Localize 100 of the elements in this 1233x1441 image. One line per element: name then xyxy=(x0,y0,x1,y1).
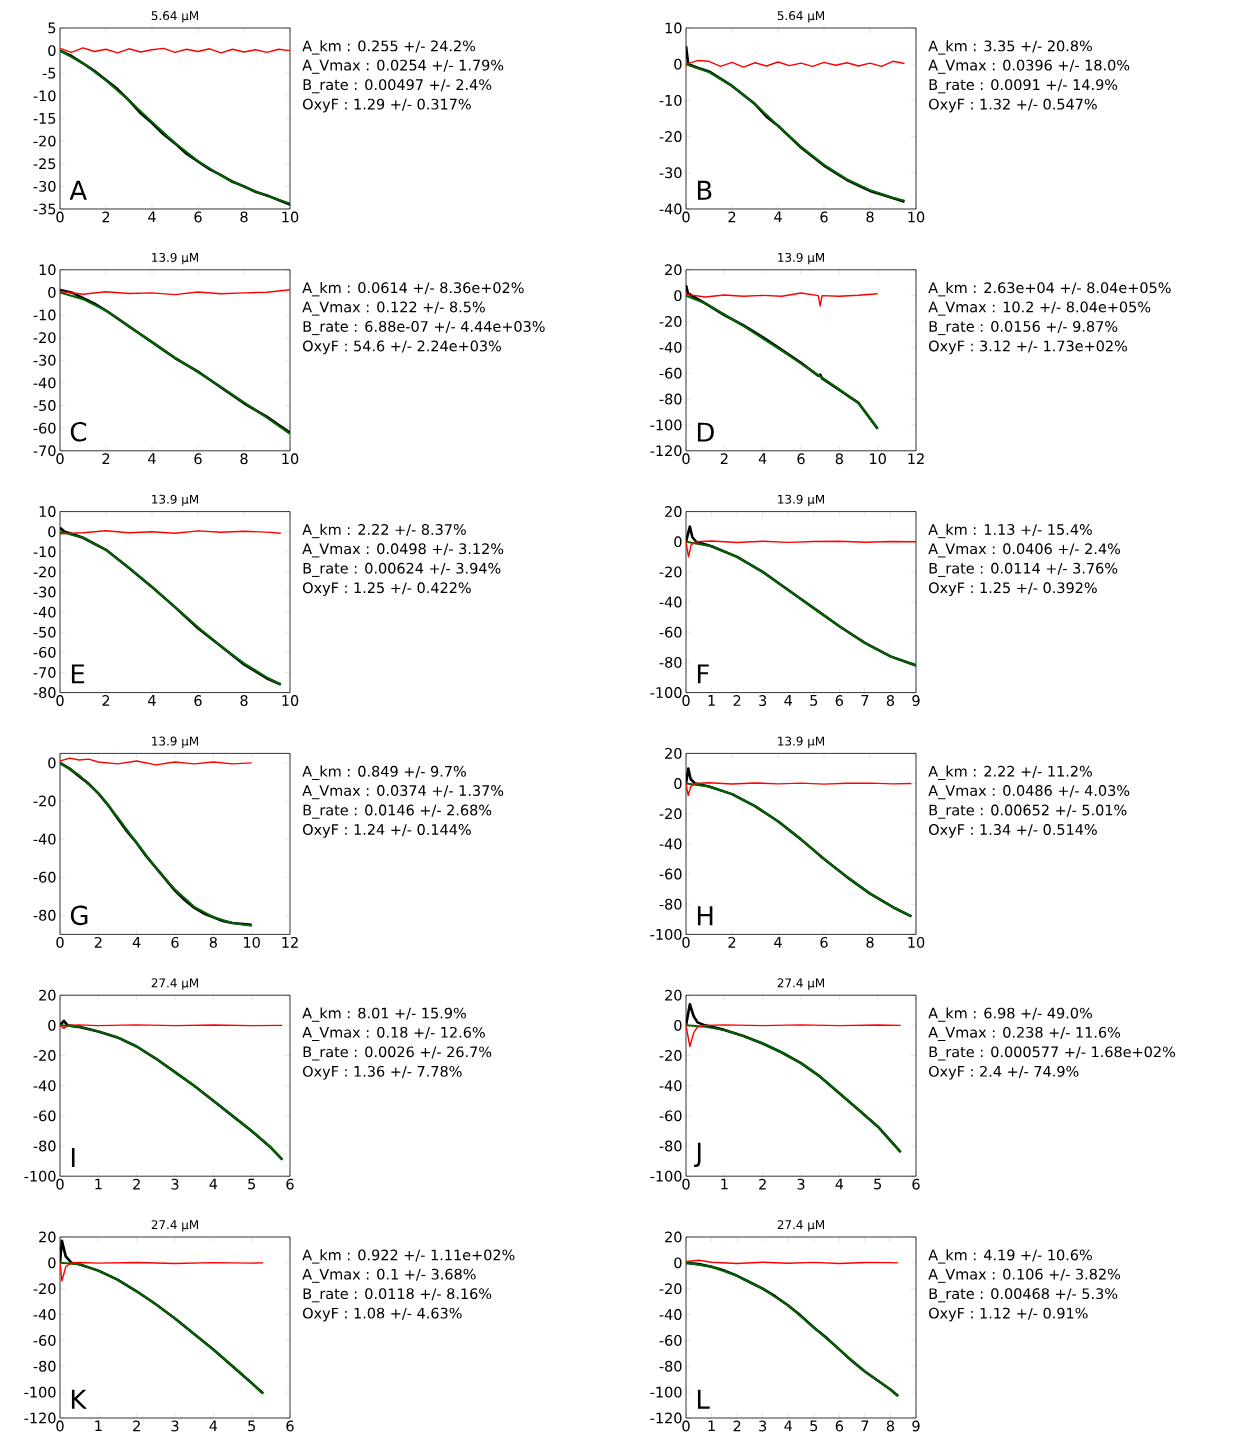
x-tick-label: 6 xyxy=(194,453,202,465)
y-tick-label: -80 xyxy=(33,1360,56,1372)
y-tick-label: -100 xyxy=(650,1386,682,1398)
y-tick-label: -20 xyxy=(33,1050,56,1061)
y-tick-label: -15 xyxy=(33,113,56,124)
annotation: E xyxy=(71,664,85,684)
x-tick-label: 7 xyxy=(861,695,869,706)
text: A_km : 3.35 +/- 20.8% xyxy=(928,40,1092,55)
text: A_Vmax : 0.0498 +/- 3.12% xyxy=(302,543,504,558)
y-tick-label: -60 xyxy=(659,1334,682,1346)
x-tick-label: 4 xyxy=(774,211,782,223)
y-tick-label: -60 xyxy=(659,626,682,638)
y-tick-label: 10 xyxy=(39,506,56,518)
annotation: F xyxy=(697,664,709,684)
x-tick-label: 4 xyxy=(784,695,793,706)
x-tick-label: 10 xyxy=(282,211,299,223)
x-tick-label: 4 xyxy=(209,1420,218,1432)
text: A_km : 0.255 +/- 24.2% xyxy=(302,40,476,55)
text: A_Vmax : 10.2 +/- 8.04e+05% xyxy=(928,301,1151,316)
text: B_rate : 0.0156 +/- 9.87% xyxy=(929,320,1118,336)
x-tick-label: 3 xyxy=(797,1178,805,1190)
chart-title: 27.4 µM xyxy=(777,978,824,990)
y-tick-label: 0 xyxy=(48,45,56,57)
y-tick-label: -40 xyxy=(659,1309,682,1321)
text: OxyF : 1.24 +/- 0.144% xyxy=(303,824,471,838)
x-tick-label: 1 xyxy=(95,1178,102,1190)
text: B_rate : 0.00624 +/- 3.94% xyxy=(303,562,501,577)
x-tick-label: 4 xyxy=(148,211,156,223)
x-tick-label: 10 xyxy=(282,453,299,465)
y-tick-label: -100 xyxy=(24,1386,56,1398)
text: B_rate : 0.0026 +/- 26.7% xyxy=(303,1046,492,1061)
text: B_rate : 0.000577 +/- 1.68e+02% xyxy=(929,1046,1175,1061)
x-tick-label: 2 xyxy=(133,1178,140,1190)
y-tick-label: -40 xyxy=(659,341,682,353)
x-tick-label: 4 xyxy=(132,936,141,948)
annotation: D xyxy=(697,422,714,442)
y-tick-label: 0 xyxy=(48,1257,56,1269)
x-tick-label: 10 xyxy=(870,453,886,465)
y-tick-label: -80 xyxy=(659,898,682,910)
text: B_rate : 0.0146 +/- 2.68% xyxy=(303,804,492,819)
chart-title: 5.64 µM xyxy=(151,11,198,23)
y-tick-label: -60 xyxy=(33,871,56,883)
x-tick-label: 4 xyxy=(835,1178,844,1190)
y-tick-label: -30 xyxy=(33,180,56,192)
text: B_rate : 6.88e-07 +/- 4.44e+03% xyxy=(303,320,545,336)
y-tick-label: -20 xyxy=(659,1283,682,1295)
y-tick-label: -10 xyxy=(33,546,56,558)
x-tick-label: 3 xyxy=(171,1420,179,1432)
y-tick-label: 20 xyxy=(665,1231,682,1243)
x-tick-label: 9 xyxy=(912,695,920,707)
x-tick-label: 5 xyxy=(248,1178,256,1190)
x-tick-label: 1 xyxy=(721,1178,728,1190)
text: A_Vmax : 0.0406 +/- 2.4% xyxy=(928,543,1121,558)
y-tick-label: -60 xyxy=(659,1110,682,1122)
text: A_km : 8.01 +/- 15.9% xyxy=(302,1007,466,1022)
x-tick-label: 9 xyxy=(912,1420,920,1432)
x-tick-label: 2 xyxy=(102,453,110,465)
chart-title: 27.4 µM xyxy=(151,978,198,990)
x-tick-label: 8 xyxy=(209,936,217,948)
x-tick-label: 6 xyxy=(194,211,202,223)
annotation: K xyxy=(71,1389,87,1409)
y-tick-label: -100 xyxy=(650,928,682,940)
x-tick-label: 0 xyxy=(682,936,690,948)
x-tick-label: 0 xyxy=(682,695,690,707)
x-tick-label: 5 xyxy=(810,1420,818,1432)
y-tick-label: -100 xyxy=(650,1170,682,1182)
text: A_km : 2.22 +/- 11.2% xyxy=(928,765,1092,780)
y-tick-label: -70 xyxy=(33,667,56,678)
chart-title: 27.4 µM xyxy=(777,1220,824,1232)
text: OxyF : 1.25 +/- 0.392% xyxy=(929,582,1097,597)
x-tick-label: 0 xyxy=(682,453,690,465)
x-tick-label: 2 xyxy=(759,1178,766,1190)
x-tick-label: 4 xyxy=(758,453,767,464)
y-tick-label: -100 xyxy=(650,419,682,431)
y-tick-label: -30 xyxy=(33,354,56,366)
x-tick-label: 8 xyxy=(886,1420,895,1432)
y-tick-label: -50 xyxy=(33,400,56,411)
text: A_Vmax : 0.0396 +/- 18.0% xyxy=(928,59,1130,74)
text: A_Vmax : 0.0374 +/- 1.37% xyxy=(302,785,504,800)
y-tick-label: -40 xyxy=(659,203,682,215)
chart-title: 13.9 µM xyxy=(152,736,198,748)
y-tick-label: -40 xyxy=(33,1080,56,1092)
x-tick-label: 1 xyxy=(708,1420,715,1432)
x-tick-label: 10 xyxy=(908,936,925,948)
y-tick-label: 0 xyxy=(48,526,56,538)
x-tick-label: 6 xyxy=(820,211,828,223)
y-tick-label: -40 xyxy=(33,606,56,618)
y-tick-label: -120 xyxy=(24,1412,56,1424)
y-tick-label: -20 xyxy=(33,332,56,344)
text: OxyF : 1.08 +/- 4.63% xyxy=(303,1307,462,1322)
x-tick-label: 1 xyxy=(708,695,715,706)
annotation: J xyxy=(694,1142,701,1167)
x-tick-label: 2 xyxy=(728,211,736,223)
y-tick-label: 20 xyxy=(665,989,682,1001)
text: A_km : 1.13 +/- 15.4% xyxy=(928,523,1092,539)
x-tick-label: 0 xyxy=(56,1178,64,1190)
x-tick-label: 12 xyxy=(282,936,298,948)
x-tick-label: 8 xyxy=(866,936,874,948)
text: OxyF : 1.32 +/- 0.547% xyxy=(929,98,1097,113)
y-tick-label: -40 xyxy=(33,833,56,845)
